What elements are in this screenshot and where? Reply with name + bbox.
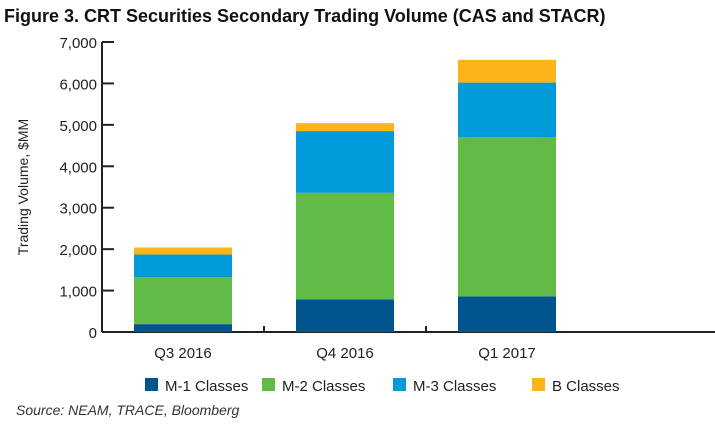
bar-segment-m-2-classes: [458, 137, 556, 297]
bar-segment-m-3-classes: [296, 131, 394, 193]
x-tick-label: Q1 2017: [478, 345, 536, 362]
y-tick-label: 6,000: [59, 76, 97, 93]
source-note: Source: NEAM, TRACE, Bloomberg: [16, 402, 240, 418]
bar-segment-m-3-classes: [458, 82, 556, 138]
bar-segment-m-3-classes: [134, 254, 232, 278]
bar-segment-m-1-classes: [134, 324, 232, 332]
x-tick-label: Q3 2016: [154, 345, 212, 362]
y-tick-label: 7,000: [59, 35, 97, 52]
legend-label: B Classes: [552, 378, 620, 395]
x-tick-label: Q4 2016: [316, 345, 374, 362]
bar-segment-m-1-classes: [458, 296, 556, 332]
y-tick-label: 3,000: [59, 201, 97, 218]
legend-swatch: [532, 378, 545, 391]
y-axis-label: Trading Volume, $MM: [15, 119, 31, 255]
y-tick-label: 2,000: [59, 242, 97, 259]
bar-segment-m-1-classes: [296, 299, 394, 332]
legend-swatch: [145, 378, 158, 391]
bar-segment-b-classes: [458, 59, 556, 83]
bar-segment-m-2-classes: [296, 192, 394, 300]
legend-label: M-1 Classes: [165, 378, 248, 395]
legend-swatch: [262, 378, 275, 391]
bar-segment-m-2-classes: [134, 277, 232, 325]
y-tick-label: 0: [89, 325, 97, 342]
legend-swatch: [393, 378, 406, 391]
chart-title: Figure 3. CRT Securities Secondary Tradi…: [4, 6, 606, 26]
bar-segment-b-classes: [134, 247, 232, 255]
legend-label: M-2 Classes: [282, 378, 365, 395]
legend-label: M-3 Classes: [413, 378, 496, 395]
y-tick-label: 1,000: [59, 284, 97, 301]
y-tick-label: 4,000: [59, 159, 97, 176]
y-tick-label: 5,000: [59, 118, 97, 135]
bar-segment-b-classes: [296, 123, 394, 132]
